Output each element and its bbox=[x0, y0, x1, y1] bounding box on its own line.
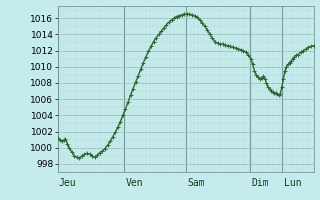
Text: Ven: Ven bbox=[125, 178, 143, 188]
Text: Sam: Sam bbox=[187, 178, 204, 188]
Text: Lun: Lun bbox=[284, 178, 302, 188]
Text: Dim: Dim bbox=[251, 178, 268, 188]
Text: Jeu: Jeu bbox=[59, 178, 76, 188]
